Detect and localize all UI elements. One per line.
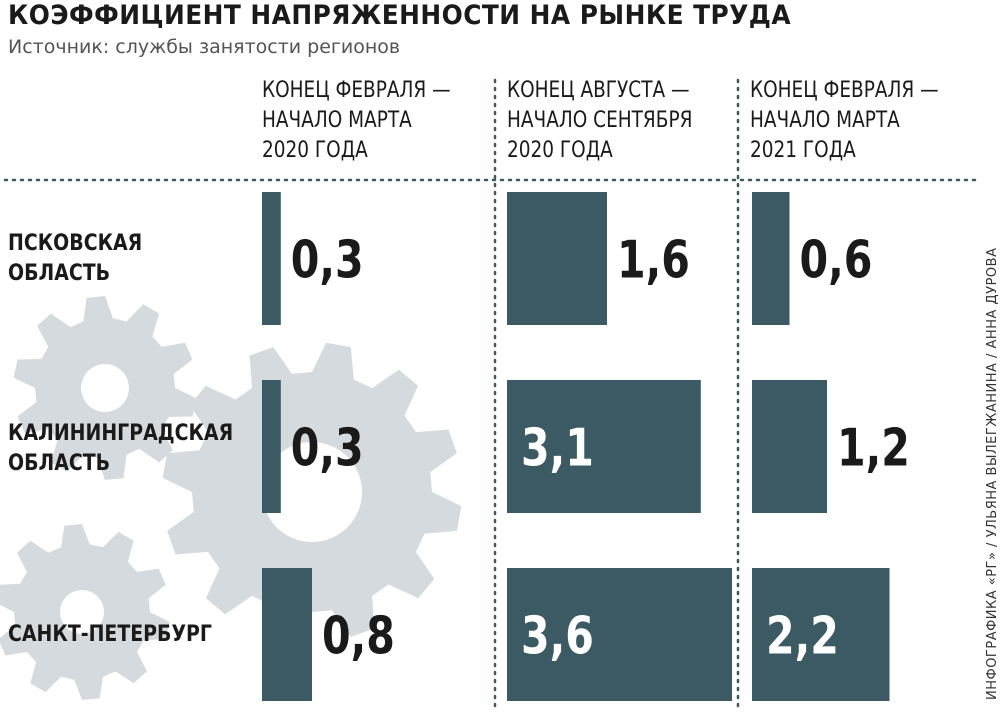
bars-layer [262,192,890,701]
gear-icon [0,524,170,700]
value-label: 3,6 [521,606,594,667]
value-labels-layer: 0,3 0,3 0,8 1,6 3,1 3,6 0,6 1,2 2,2 [291,230,910,667]
gear-icon [162,342,462,642]
value-label: 2,2 [766,606,839,667]
chart-title: КОЭФФИЦИЕНТ НАПРЯЖЕННОСТИ НА РЫНКЕ ТРУДА [8,0,792,31]
column-header-line: 2020 ГОДА [262,138,368,163]
column-header-1: КОНЕЦ ФЕВРАЛЯ — НАЧАЛО МАРТА 2020 ГОДА [262,76,459,166]
value-label: 0,3 [291,418,364,479]
gear-icon [13,296,197,480]
bar [507,192,607,325]
column-header-line: 2020 ГОДА [507,138,613,163]
bar [262,568,312,701]
value-label: 1,6 [617,230,690,291]
bar [262,192,281,325]
value-label: 3,1 [521,418,594,479]
column-header-line: НАЧАЛО СЕНТЯБРЯ [507,108,693,133]
column-header-3: КОНЕЦ ФЕВРАЛЯ — НАЧАЛО МАРТА 2021 ГОДА [750,76,947,166]
gear-decoration [0,296,462,700]
value-label: 0,8 [322,606,395,667]
credit-text: ИНФОГРАФИКА «РГ» / УЛЬЯНА ВЫЛЕГЖАНИНА / … [985,247,1000,700]
column-header-2: КОНЕЦ АВГУСТА — НАЧАЛО СЕНТЯБРЯ 2020 ГОД… [507,76,704,166]
row-label-kaliningrad: КАЛИНИНГРАДСКАЯ ОБЛАСТЬ [8,419,234,479]
dividers [3,78,977,714]
value-label: 0,3 [291,230,364,291]
column-header-line: КОНЕЦ ФЕВРАЛЯ — [262,78,451,103]
chart-subtitle: Источник: службы занятости регионов [8,36,401,58]
value-label: 0,6 [800,230,873,291]
row-label-pskov: ПСКОВСКАЯ ОБЛАСТЬ [8,229,223,289]
column-header-line: 2021 ГОДА [750,138,856,163]
column-header-line: КОНЕЦ АВГУСТА — [507,78,690,103]
row-label-spb: САНКТ-ПЕТЕРБУРГ [8,620,223,650]
row-label-line: ПСКОВСКАЯ [8,231,143,256]
bar [262,380,281,513]
column-header-line: НАЧАЛО МАРТА [750,108,900,133]
column-header-line: НАЧАЛО МАРТА [262,108,412,133]
row-label-line: КАЛИНИНГРАДСКАЯ [8,421,234,446]
bar [507,568,732,701]
row-label-line: ОБЛАСТЬ [8,261,111,286]
column-header-line: КОНЕЦ ФЕВРАЛЯ — [750,78,939,103]
row-label-line: ОБЛАСТЬ [8,451,111,476]
bar [507,380,701,513]
row-label-line: САНКТ-ПЕТЕРБУРГ [8,622,212,647]
bar [752,568,890,701]
bar [752,192,790,325]
value-label: 1,2 [837,418,910,479]
bar [752,380,827,513]
